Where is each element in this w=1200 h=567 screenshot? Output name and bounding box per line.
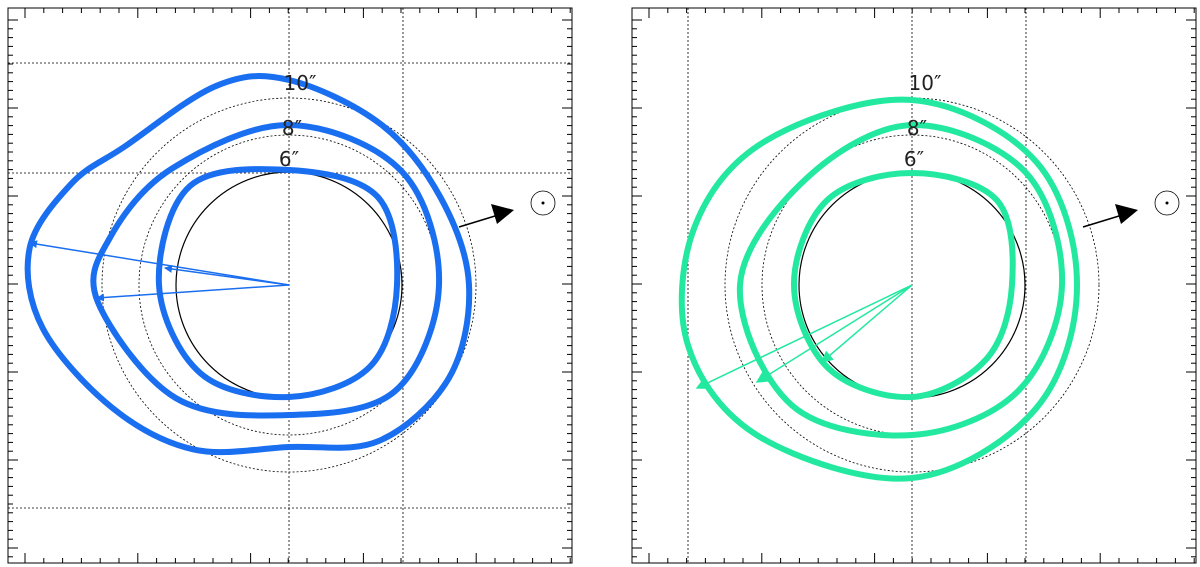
sun-dot (541, 201, 545, 205)
sun-dot (1165, 201, 1169, 205)
contour-label: 10″ (909, 71, 942, 95)
direction-head (491, 204, 514, 224)
contour (24, 73, 473, 456)
contour-label: 10″ (284, 71, 317, 95)
sun-symbol (530, 190, 556, 216)
sun-symbol (1154, 190, 1180, 216)
contour-label: 6″ (279, 147, 299, 171)
direction-arrow (458, 215, 496, 228)
contour-label: 8″ (282, 116, 302, 140)
ring (101, 97, 477, 473)
panel-frame (7, 7, 573, 564)
direction-head (1115, 204, 1138, 224)
contour-label: 8″ (907, 116, 927, 140)
arrow (29, 240, 290, 286)
arrow (820, 284, 913, 363)
contour (678, 96, 1080, 482)
contour (790, 170, 1016, 401)
contour (155, 166, 401, 401)
arrow (755, 284, 913, 383)
contour (736, 121, 1066, 439)
panel-frame (631, 7, 1197, 564)
arrow (164, 264, 290, 286)
contour-label: 6″ (904, 147, 924, 171)
arrow (695, 284, 913, 389)
direction-arrow (1082, 215, 1120, 228)
arrow (96, 284, 290, 302)
contour (90, 121, 443, 419)
